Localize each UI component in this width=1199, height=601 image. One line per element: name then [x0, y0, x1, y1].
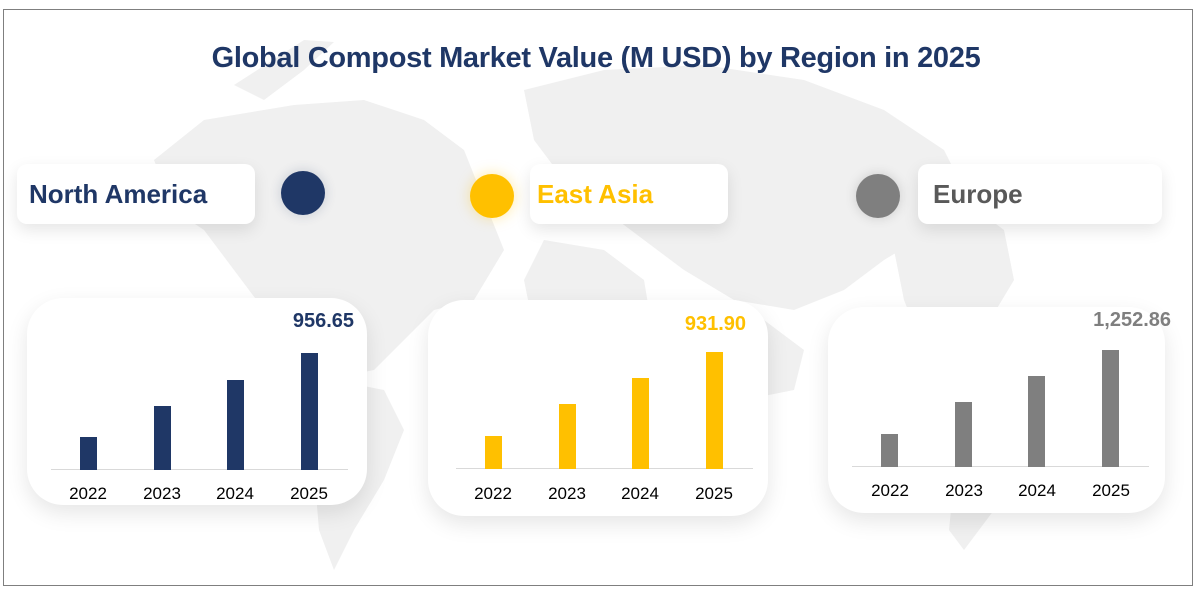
bar-2024: [1028, 376, 1045, 467]
bar-2023: [559, 404, 576, 469]
x-tick: 2023: [143, 484, 181, 503]
north-america-marker-dot: [281, 171, 325, 215]
x-tick: 2024: [216, 484, 254, 503]
x-tick: 2024: [1018, 481, 1056, 500]
x-tick: 2025: [290, 484, 328, 503]
north-america-2025-value: 956.65: [292, 310, 354, 332]
bar-2022: [80, 437, 97, 470]
chart-title: Global Compost Market Value (M USD) by R…: [211, 42, 981, 74]
bar-2023: [955, 402, 972, 467]
region-name: North America: [29, 178, 208, 209]
bar-2024: [227, 380, 244, 470]
bar-2025: [706, 352, 723, 469]
x-tick: 2023: [548, 484, 586, 503]
x-tick: 2022: [69, 484, 107, 503]
x-tick: 2024: [621, 484, 659, 503]
europe-bar-chart: [852, 290, 1149, 467]
europe-2025-value: 1,252.86: [1093, 309, 1171, 331]
europe-marker-dot: [856, 174, 900, 218]
bar-2022: [881, 434, 898, 467]
north-america-bar-chart: [51, 290, 348, 470]
region-name: Europe: [933, 178, 1023, 209]
x-tick: 2022: [474, 484, 512, 503]
x-tick: 2022: [871, 481, 909, 500]
bar-2025: [301, 353, 318, 470]
region-label-europe: Europe: [918, 164, 1162, 224]
bar-2025: [1102, 350, 1119, 467]
x-tick: 2025: [1092, 481, 1130, 500]
east-asia-bar-chart: [456, 290, 753, 469]
x-tick: 2023: [945, 481, 983, 500]
east-asia-2025-value: 931.90: [684, 313, 746, 335]
region-name: East Asia: [537, 178, 654, 209]
x-tick: 2025: [695, 484, 733, 503]
bar-2022: [485, 436, 502, 469]
region-label-east-asia: East Asia: [530, 164, 728, 224]
bar-2024: [632, 378, 649, 469]
east-asia-marker-dot: [470, 174, 514, 218]
region-label-north-america: North America: [17, 164, 255, 224]
bar-2023: [154, 406, 171, 470]
